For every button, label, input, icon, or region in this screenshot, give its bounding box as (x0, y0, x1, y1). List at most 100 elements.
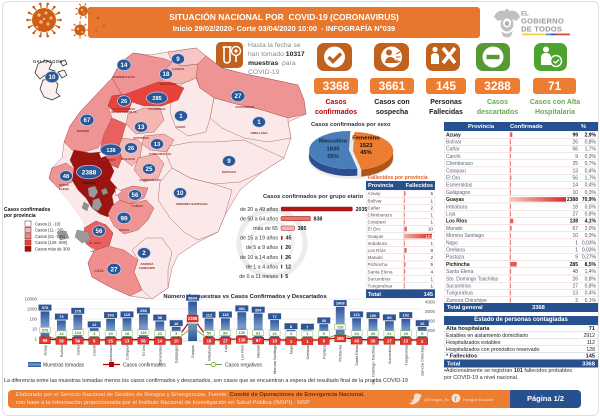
svg-text:2: 2 (421, 339, 424, 344)
svg-text:22: 22 (158, 331, 163, 336)
svg-text:0,4%: 0,4% (585, 168, 597, 174)
svg-text:GUAYAS: GUAYAS (82, 181, 97, 185)
svg-text:Morona Santiago: Morona Santiago (273, 345, 277, 374)
svg-text:48: 48 (354, 338, 359, 343)
svg-text:578: 578 (42, 305, 49, 310)
svg-text:Cañar: Cañar (446, 146, 460, 152)
svg-text:El Oro: El Oro (142, 345, 146, 356)
svg-text:2388: 2388 (567, 197, 578, 203)
svg-text:720: 720 (337, 324, 344, 329)
svg-text:Pichincha: Pichincha (446, 261, 470, 267)
svg-text:26: 26 (572, 139, 578, 145)
svg-text:Santa Elena: Santa Elena (446, 269, 473, 275)
svg-text:0,1%: 0,1% (585, 297, 597, 303)
svg-text:Chimborazo: Chimborazo (368, 212, 393, 217)
svg-text:1845: 1845 (327, 147, 341, 153)
svg-text:102: 102 (402, 313, 409, 318)
svg-text:50: 50 (207, 331, 212, 336)
svg-text:56: 56 (132, 192, 139, 199)
svg-text:GALÁPAGOS: GALÁPAGOS (33, 59, 62, 64)
svg-text:Napo: Napo (290, 345, 294, 354)
svg-text:1: 1 (179, 113, 183, 120)
svg-text:1: 1 (575, 240, 578, 246)
svg-text:2035: 2035 (356, 207, 368, 213)
svg-text:5604: 5604 (188, 295, 198, 300)
svg-text:Orellana: Orellana (446, 247, 465, 253)
svg-text:El Oro: El Oro (368, 226, 381, 231)
svg-text:Santa Elena: Santa Elena (355, 344, 359, 366)
svg-text:Napo: Napo (446, 240, 458, 246)
svg-text:Sto. Domingo Tsáchilas: Sto. Domingo Tsáchilas (446, 276, 499, 282)
svg-text:Sucumbíos: Sucumbíos (446, 283, 472, 289)
svg-text:Casos confirmados: Casos confirmados (123, 363, 166, 369)
svg-text:3: 3 (175, 331, 178, 336)
svg-text:Riesgos Ecuador: Riesgos Ecuador (463, 397, 494, 402)
svg-text:2388: 2388 (82, 169, 97, 176)
svg-text:ELENA: ELENA (59, 187, 70, 191)
svg-text:27: 27 (223, 339, 228, 344)
svg-text:100: 100 (370, 313, 377, 318)
svg-text:26: 26 (285, 245, 291, 251)
svg-text:Chimborazo: Chimborazo (109, 345, 113, 365)
svg-text:45: 45 (286, 236, 292, 242)
svg-text:1: 1 (430, 276, 433, 281)
svg-text:Azuay: Azuay (368, 191, 381, 196)
svg-text:9: 9 (227, 158, 231, 165)
svg-text:Tungurahua: Tungurahua (404, 344, 408, 365)
svg-text:2,9%: 2,9% (585, 132, 597, 138)
svg-text:9: 9 (176, 56, 180, 63)
svg-text:20: 20 (108, 331, 113, 336)
svg-text:0,8%: 0,8% (585, 276, 597, 282)
svg-text:Manabí: Manabí (446, 225, 463, 231)
svg-text:23: 23 (404, 331, 409, 336)
svg-text:8: 8 (290, 324, 293, 329)
svg-text:Azuay: Azuay (44, 345, 48, 356)
svg-text:Guayas: Guayas (191, 345, 195, 358)
svg-text:Santa Elena: Santa Elena (368, 269, 393, 274)
svg-text:99: 99 (43, 338, 48, 343)
svg-text:27: 27 (110, 266, 118, 273)
svg-text:Imbabura: Imbabura (368, 240, 388, 245)
svg-text:LOJA: LOJA (94, 269, 104, 273)
svg-text:Pichincha: Pichincha (339, 344, 343, 361)
svg-text:Bolívar: Bolívar (60, 344, 64, 357)
svg-text:25: 25 (108, 339, 113, 344)
svg-text:1: 1 (34, 337, 37, 342)
svg-text:Total: Total (368, 291, 381, 297)
svg-text:26: 26 (128, 146, 135, 152)
svg-text:Cotopaxi: Cotopaxi (446, 168, 466, 174)
svg-text:Pastaza: Pastaza (322, 344, 326, 359)
svg-text:41: 41 (272, 331, 277, 336)
svg-text:27: 27 (572, 211, 578, 217)
svg-text:0,8%: 0,8% (585, 283, 597, 289)
svg-text:Casos (126 -300): Casos (126 -300) (35, 240, 68, 245)
svg-text:Los Ríos: Los Ríos (368, 248, 387, 253)
svg-text:1,7%: 1,7% (585, 146, 597, 152)
svg-text:18: 18 (207, 339, 212, 344)
svg-text:Sucumbíos: Sucumbíos (388, 345, 392, 364)
svg-text:5: 5 (430, 191, 433, 196)
svg-text:Galápagos: Galápagos (175, 345, 179, 363)
svg-text:Cañar: Cañar (76, 344, 80, 355)
svg-text:IMBABURA: IMBABURA (160, 82, 178, 86)
svg-text:Femenino: Femenino (352, 136, 380, 142)
svg-text:138: 138 (238, 338, 246, 343)
svg-text:56: 56 (572, 146, 578, 152)
svg-text:119: 119 (124, 312, 131, 317)
svg-text:de 20 a 49 años: de 20 a 49 años (240, 207, 278, 213)
svg-text:Galápagos: Galápagos (446, 189, 471, 195)
svg-text:4,1%: 4,1% (585, 218, 597, 224)
svg-text:10: 10 (572, 233, 578, 239)
svg-text:DE LOS TSACHILAS: DE LOS TSACHILAS (111, 110, 136, 114)
svg-text:12: 12 (285, 264, 291, 270)
svg-text:Guayas: Guayas (446, 197, 464, 203)
svg-text:9: 9 (575, 153, 578, 159)
svg-text:Esmeraldas: Esmeraldas (158, 345, 162, 365)
svg-text:14: 14 (157, 339, 162, 344)
svg-text:Guayas: Guayas (368, 233, 385, 238)
svg-text:4: 4 (430, 269, 433, 274)
svg-text:Sucumbíos: Sucumbíos (368, 276, 392, 281)
svg-text:60: 60 (387, 315, 392, 320)
svg-text:16: 16 (420, 321, 425, 326)
svg-text:8,5%: 8,5% (585, 261, 597, 267)
